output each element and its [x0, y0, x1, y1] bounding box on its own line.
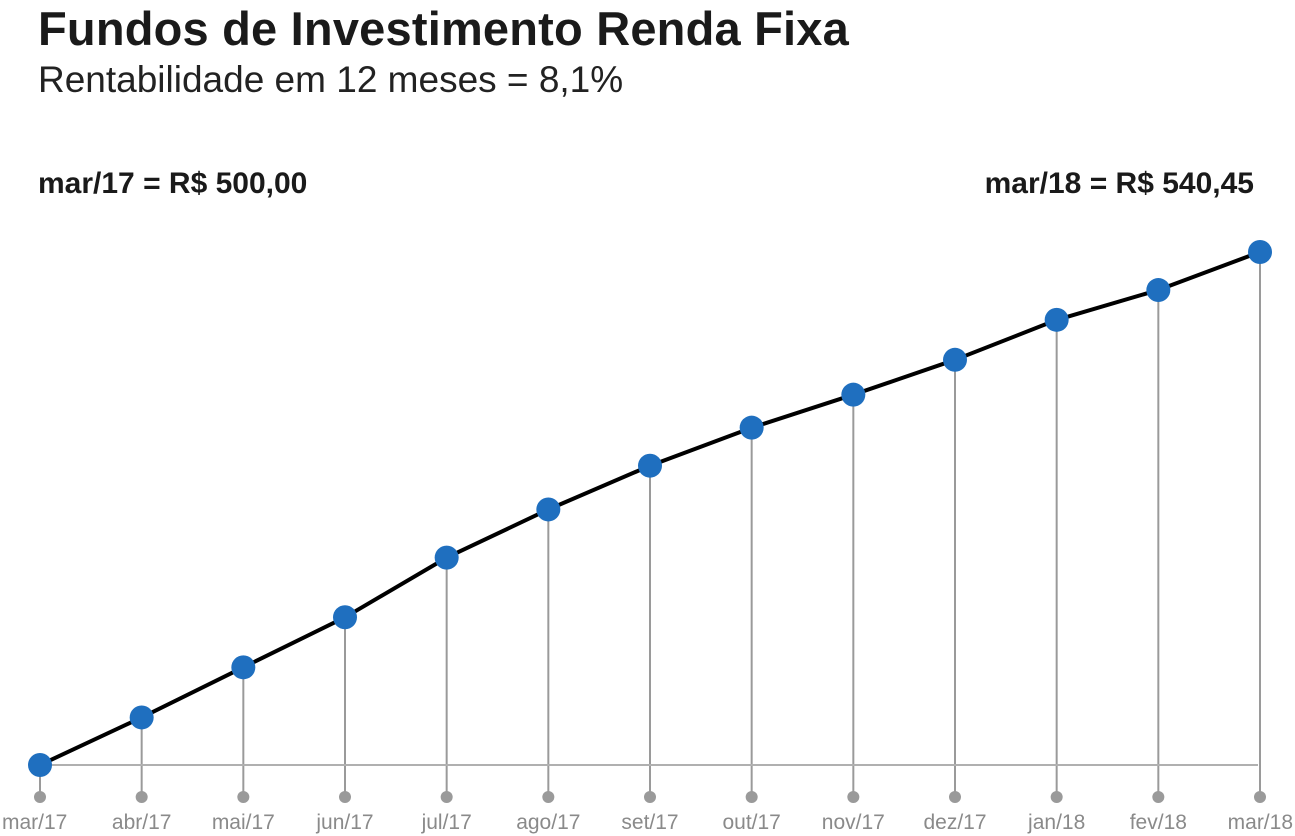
data-point	[28, 753, 52, 777]
data-point	[739, 415, 764, 440]
x-tick-label: nov/17	[822, 811, 885, 834]
tick-dot	[34, 791, 46, 803]
end-value-annotation: mar/18 = R$ 540,45	[984, 167, 1254, 200]
tick-dot	[745, 791, 758, 803]
tick-dot	[949, 791, 961, 803]
data-point	[536, 497, 561, 522]
x-tick-label: mar/18	[1228, 811, 1293, 834]
tick-dot	[847, 791, 860, 803]
tick-dot	[339, 791, 351, 803]
drop-lines	[39, 252, 1261, 797]
x-tick-label: mai/17	[212, 811, 275, 834]
data-point	[231, 655, 256, 680]
start-value-annotation: mar/17 = R$ 500,00	[38, 167, 308, 200]
data-point	[841, 382, 866, 407]
data-point	[129, 705, 154, 730]
x-tick-label: dez/17	[923, 811, 986, 834]
data-point	[434, 545, 459, 570]
x-tick-label: fev/18	[1130, 811, 1187, 834]
data-point	[1248, 240, 1272, 264]
chart-header: Fundos de Investimento Renda Fixa Rentab…	[38, 2, 1258, 102]
tick-dot	[542, 791, 555, 803]
tick-dot	[135, 791, 148, 803]
tick-dot	[1152, 791, 1165, 803]
x-tick-label: set/17	[621, 811, 678, 834]
x-tick-label: jan/18	[1027, 811, 1085, 834]
data-point	[638, 453, 662, 478]
tick-dot	[1050, 791, 1063, 803]
data-point	[1044, 307, 1069, 332]
tick-dot	[644, 791, 656, 803]
data-point	[1146, 278, 1171, 303]
x-tick-label: abr/17	[112, 811, 172, 834]
data-points	[28, 240, 1272, 777]
x-axis-tick-dots	[34, 791, 1266, 803]
x-tick-label: out/17	[722, 811, 780, 834]
x-tick-label: ago/17	[516, 811, 580, 834]
x-tick-label: jul/17	[421, 811, 472, 834]
tick-dot	[237, 791, 250, 803]
tick-dot	[1254, 791, 1266, 803]
chart-subtitle: Rentabilidade em 12 meses = 8,1%	[38, 59, 624, 100]
data-point	[333, 605, 357, 630]
x-tick-label: jun/17	[315, 811, 373, 834]
x-tick-label: mar/17	[2, 811, 67, 834]
data-point	[943, 347, 967, 372]
x-axis-tick-labels: mar/17 abr/17 mai/17 jun/17 jul/17 ago/17 set/…	[2, 811, 1293, 834]
chart-title: Fundos de Investimento Renda Fixa	[38, 2, 849, 55]
tick-dot	[440, 791, 453, 803]
